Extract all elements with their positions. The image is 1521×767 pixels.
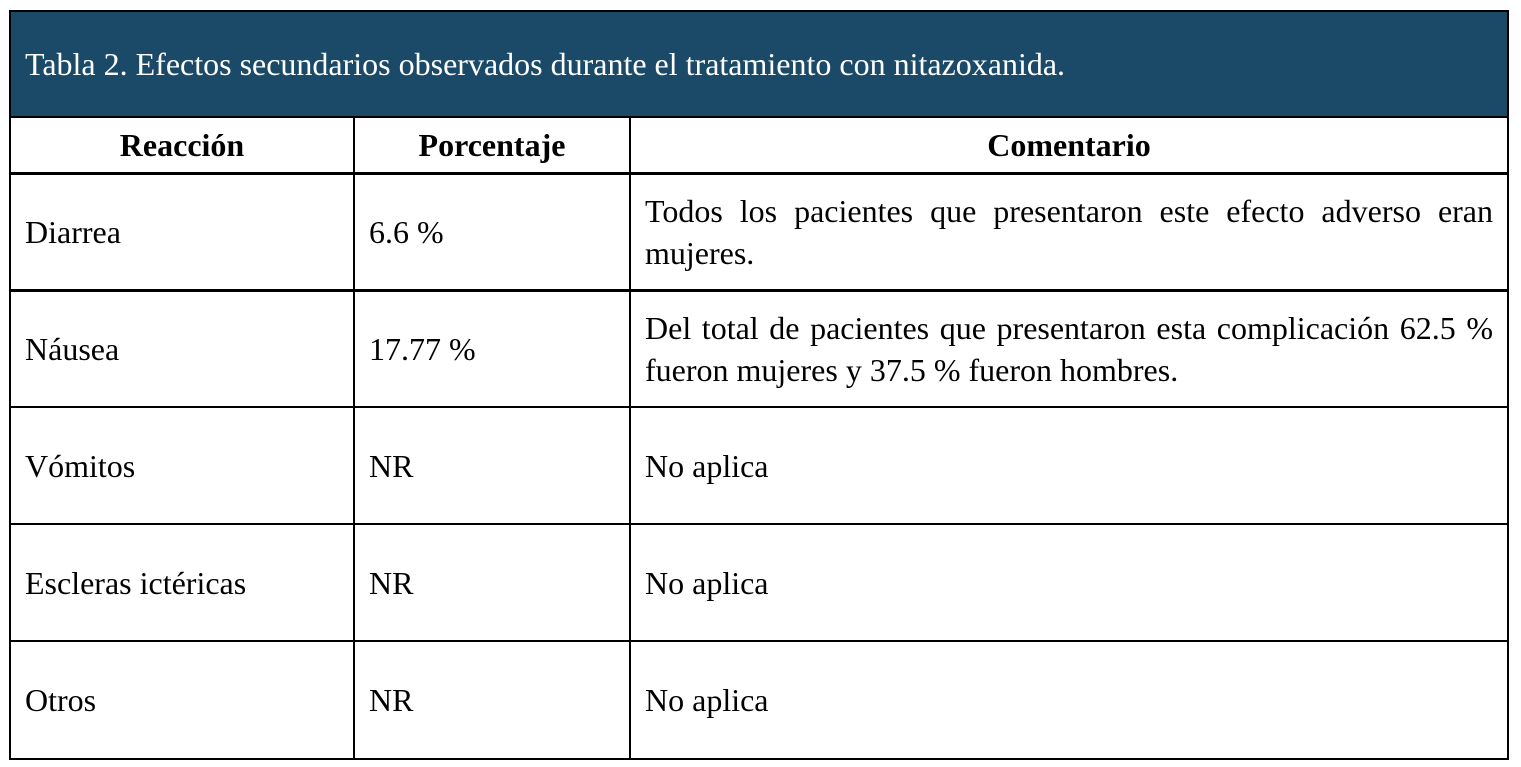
percentage-cell: NR [353, 640, 631, 758]
percentage-cell: NR [353, 523, 631, 642]
comment-cell: No aplica [629, 523, 1507, 642]
percentage-cell: 17.77 % [353, 289, 631, 408]
table-row: Escleras ictéricas NR No aplica [11, 523, 1507, 642]
percentage-cell: 6.6 % [353, 172, 631, 292]
reaction-cell: Náusea [11, 289, 355, 408]
header-reaction: Reacción [11, 118, 355, 175]
comment-cell: Del total de pacientes que presentaron e… [629, 289, 1507, 408]
table-row: Vómitos NR No aplica [11, 406, 1507, 525]
header-comment: Comentario [629, 118, 1507, 175]
comment-cell: Todos los pacientes que presentaron este… [629, 172, 1507, 292]
header-percentage: Porcentaje [353, 118, 631, 175]
reaction-cell: Otros [11, 640, 355, 758]
side-effects-table: Tabla 2. Efectos secundarios observados … [9, 10, 1509, 760]
table-row: Otros NR No aplica [11, 640, 1507, 758]
reaction-cell: Diarrea [11, 172, 355, 292]
table-title: Tabla 2. Efectos secundarios observados … [11, 12, 1507, 118]
table-row: Diarrea 6.6 % Todos los pacientes que pr… [11, 172, 1507, 292]
side-effects-grid: Reacción Porcentaje Comentario Diarrea 6… [11, 118, 1507, 758]
comment-cell: No aplica [629, 406, 1507, 525]
reaction-cell: Escleras ictéricas [11, 523, 355, 642]
table-row: Náusea 17.77 % Del total de pacientes qu… [11, 289, 1507, 408]
header-row: Reacción Porcentaje Comentario [11, 118, 1507, 175]
percentage-cell: NR [353, 406, 631, 525]
comment-cell: No aplica [629, 640, 1507, 758]
reaction-cell: Vómitos [11, 406, 355, 525]
